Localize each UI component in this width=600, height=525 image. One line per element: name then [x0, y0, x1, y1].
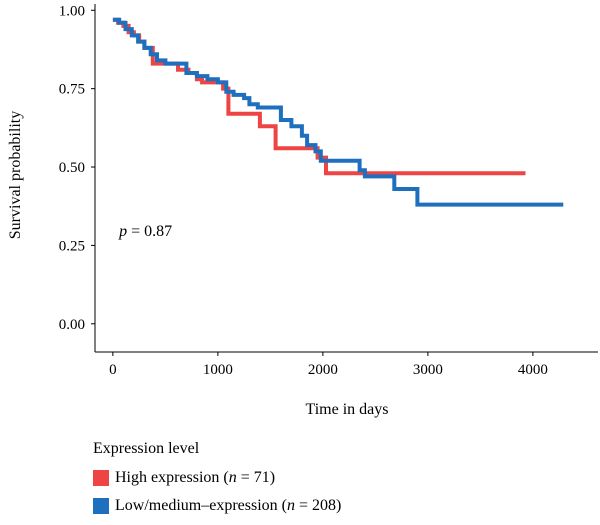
p-value-symbol: p	[118, 223, 127, 240]
x-tick-label: 4000	[518, 362, 548, 378]
legend-item-high: High expression (n = 71)	[93, 464, 341, 492]
y-tick-label: 0.00	[59, 317, 85, 333]
y-tick-label: 1.00	[59, 3, 85, 19]
x-tick-label: 0	[109, 362, 117, 378]
legend-label-low: Low/medium–expression (n = 208)	[115, 497, 341, 515]
legend: Expression level High expression (n = 71…	[93, 440, 341, 520]
legend-label-high-n: n	[228, 469, 237, 486]
y-tick-label: 0.75	[59, 82, 85, 98]
survival-chart: 0.00 0.25 0.50 0.75 1.00 0 1000 2000 3000 4000 S…	[7, 3, 598, 418]
legend-label-low-suffix: = 208)	[294, 497, 342, 514]
legend-label-high-suffix: = 71)	[236, 469, 276, 486]
series-line-low	[112, 17, 564, 207]
legend-title: Expression level	[93, 440, 200, 457]
legend-swatch-low	[93, 498, 109, 514]
legend-label-high: High expression (n = 71)	[115, 469, 275, 487]
y-axis-title: Survival probability	[7, 111, 24, 239]
x-tick-label: 2000	[308, 362, 338, 378]
legend-label-low-n: n	[286, 497, 295, 514]
legend-item-low: Low/medium–expression (n = 208)	[93, 492, 341, 520]
x-tick-label: 1000	[203, 362, 233, 378]
y-tick-label: 0.25	[59, 238, 85, 254]
x-tick-label: 3000	[413, 362, 443, 378]
y-tick-label: 0.50	[59, 160, 85, 176]
legend-label-low-prefix: Low/medium–expression (	[115, 497, 287, 514]
legend-label-high-prefix: High expression (	[115, 469, 229, 486]
legend-swatch-high	[93, 470, 109, 486]
p-value-number: = 0.87	[127, 223, 172, 240]
p-value-annotation: p = 0.87	[118, 223, 172, 240]
x-axis-title: Time in days	[306, 401, 389, 418]
